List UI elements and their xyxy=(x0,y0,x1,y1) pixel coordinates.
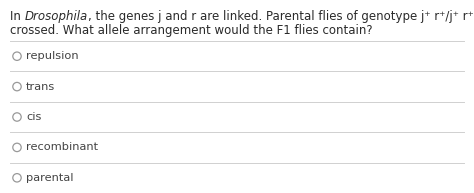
Text: crossed. What allele arrangement would the F1 flies contain?: crossed. What allele arrangement would t… xyxy=(10,24,373,37)
Text: , the genes j and r are linked. Parental flies of genotype j⁺ r⁺/j⁺ r⁺ and j r/ : , the genes j and r are linked. Parental… xyxy=(88,10,474,23)
Text: repulsion: repulsion xyxy=(26,51,79,61)
Text: recombinant: recombinant xyxy=(26,142,98,152)
Text: Drosophila: Drosophila xyxy=(25,10,88,23)
Text: parental: parental xyxy=(26,173,73,183)
Text: cis: cis xyxy=(26,112,42,122)
Text: In: In xyxy=(10,10,25,23)
Text: trans: trans xyxy=(26,82,55,92)
